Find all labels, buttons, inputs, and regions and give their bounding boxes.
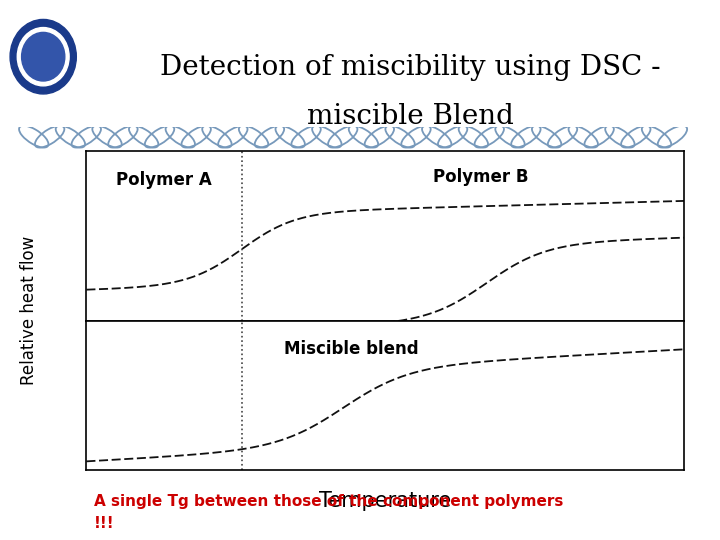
Text: Temperature: Temperature	[319, 491, 451, 511]
Text: Polymer A: Polymer A	[117, 171, 212, 189]
Text: A single Tg between those of the component polymers: A single Tg between those of the compone…	[94, 494, 563, 509]
Circle shape	[22, 32, 65, 81]
Text: miscible Blend: miscible Blend	[307, 103, 514, 130]
Text: Relative heat flow: Relative heat flow	[19, 236, 38, 385]
Circle shape	[10, 19, 76, 94]
Circle shape	[17, 28, 69, 86]
Text: Polymer B: Polymer B	[433, 168, 528, 186]
Text: Miscible blend: Miscible blend	[284, 340, 418, 358]
Text: !!!: !!!	[94, 516, 114, 531]
Text: Detection of miscibility using DSC -: Detection of miscibility using DSC -	[160, 54, 661, 81]
